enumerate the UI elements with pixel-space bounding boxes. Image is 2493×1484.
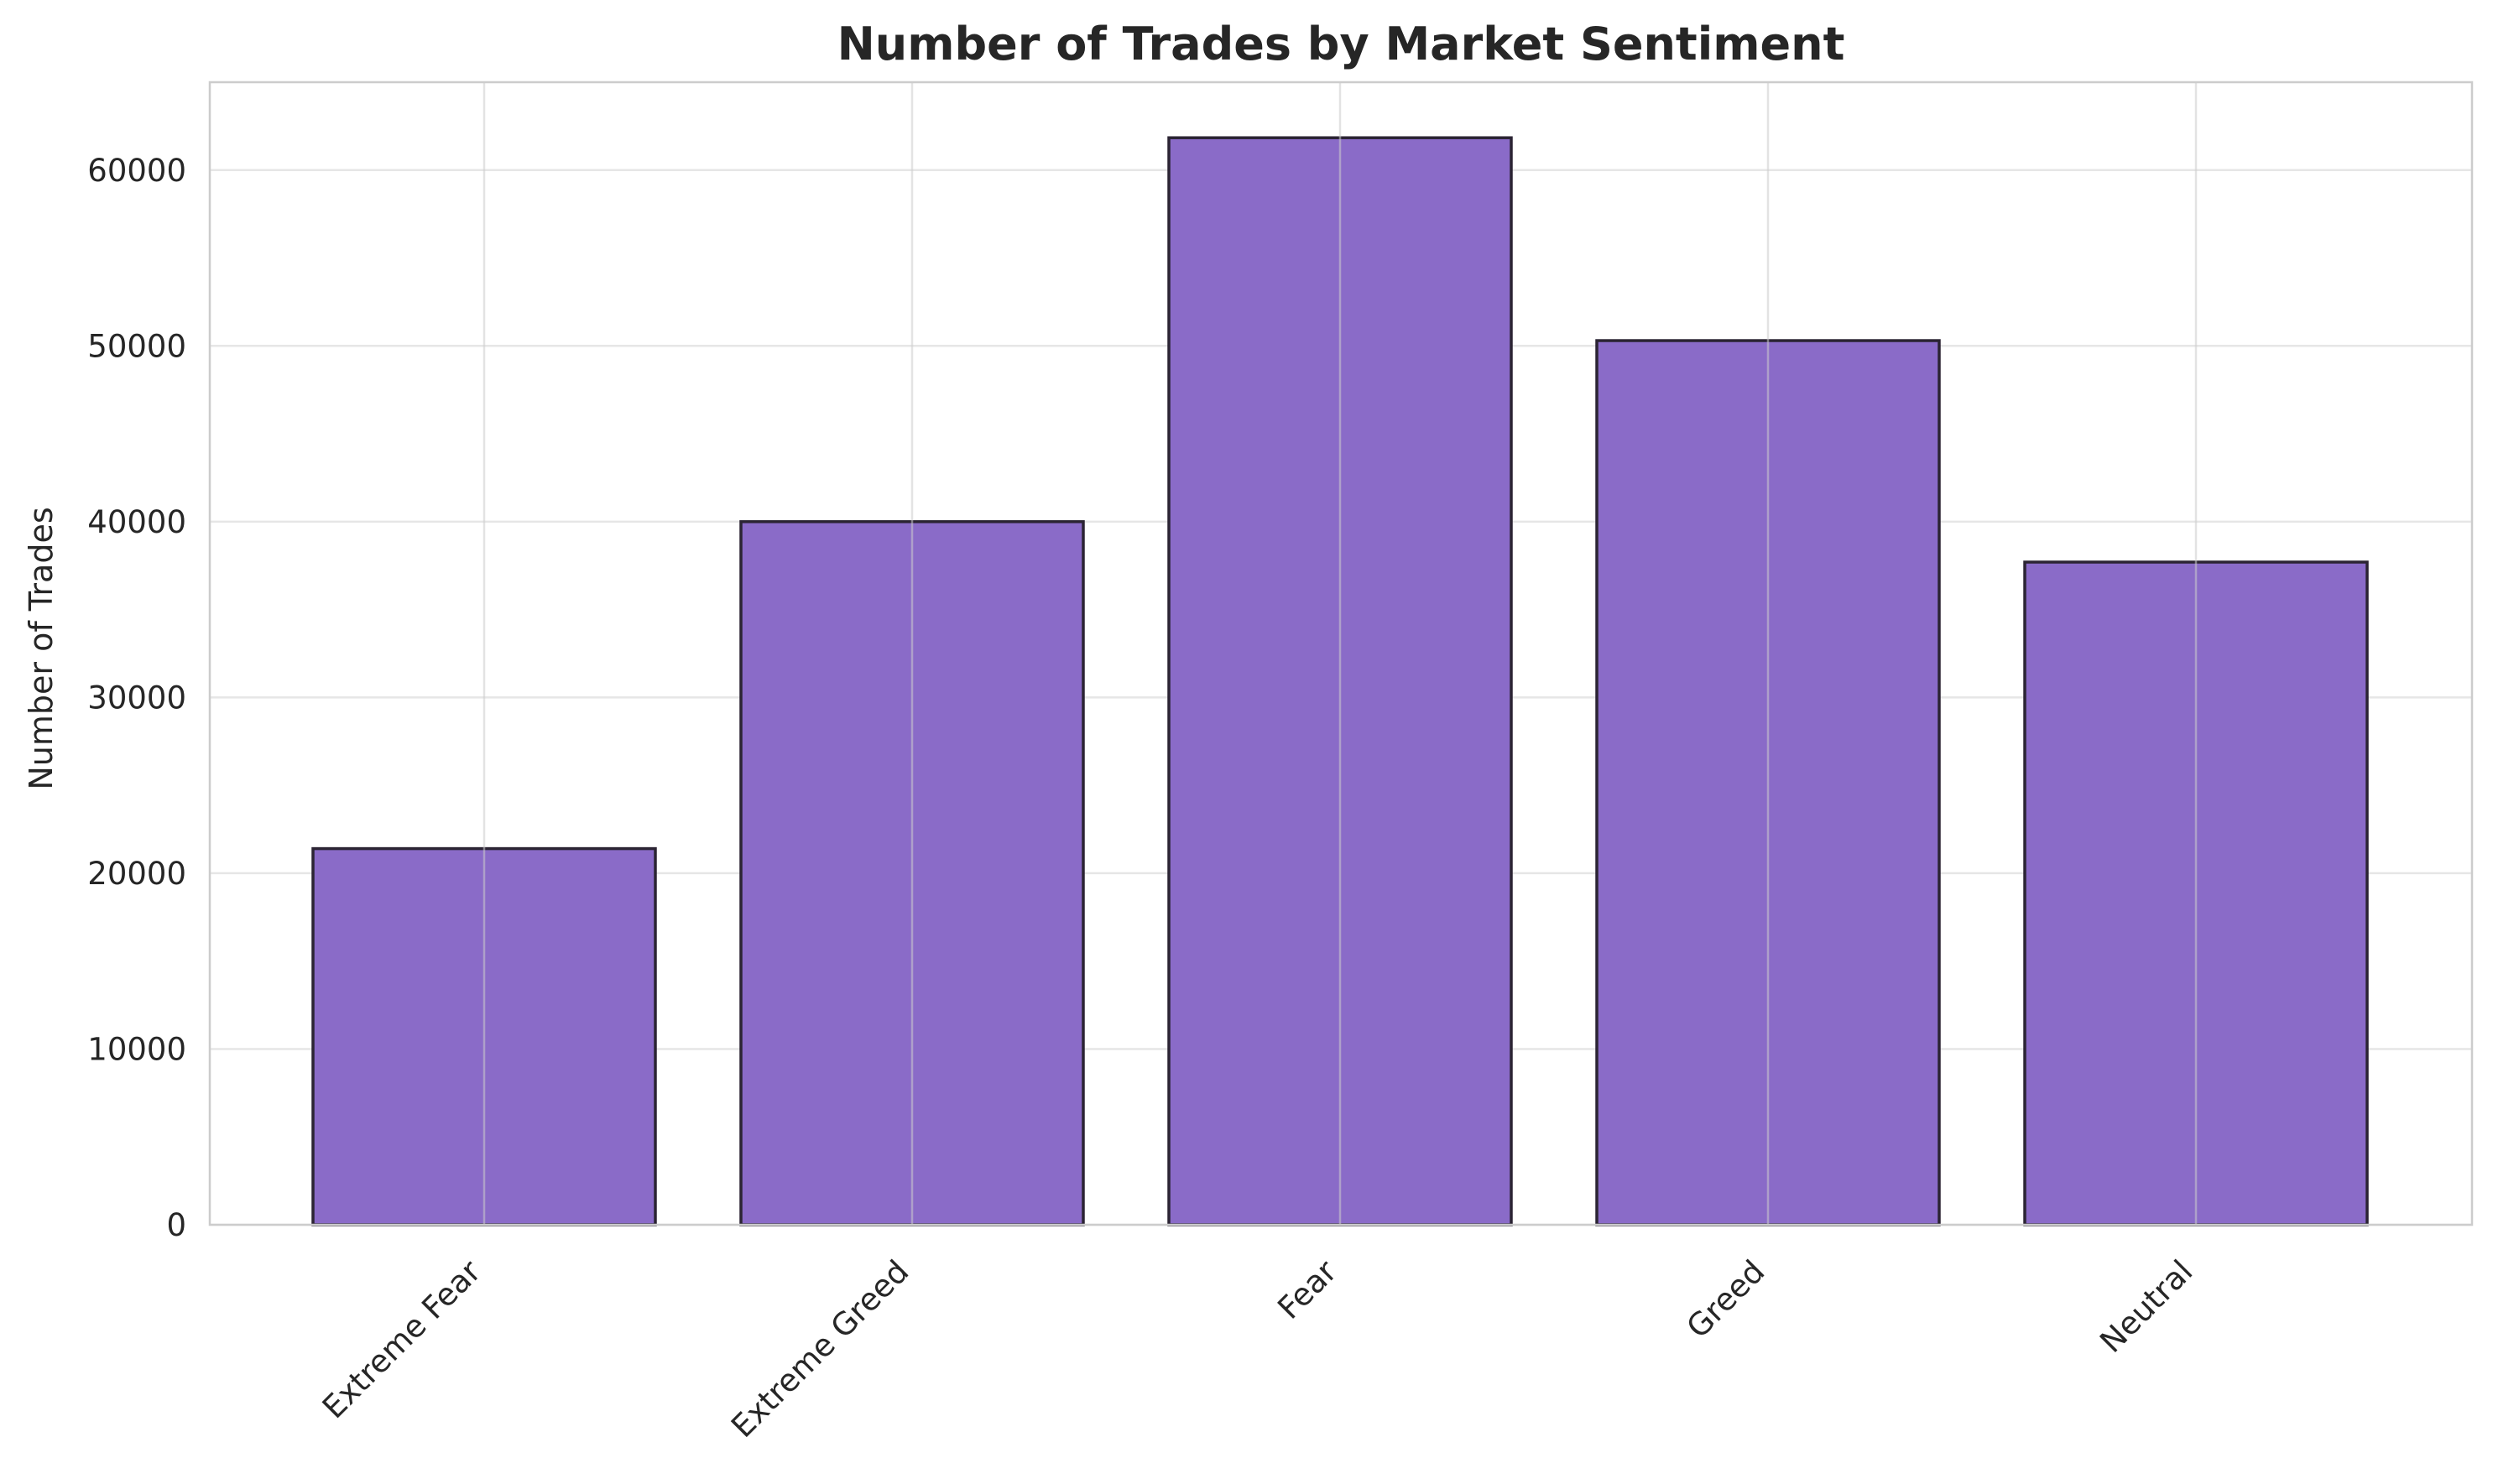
y-tick-label: 60000 xyxy=(87,153,186,189)
y-axis-title: Number of Trades xyxy=(23,507,60,789)
x-tick-labels: Extreme Fear Extreme Greed Fear Greed Neutra… xyxy=(316,1252,2199,1445)
y-tick-label: 0 xyxy=(166,1207,186,1243)
y-tick-label: 40000 xyxy=(87,504,186,540)
y-tick-labels: 0 10000 20000 30000 40000 50000 60000 xyxy=(87,153,186,1243)
y-tick-label: 30000 xyxy=(87,680,186,716)
axes-spines xyxy=(208,81,2474,1226)
x-tick-label: Fear xyxy=(1270,1252,1343,1325)
y-tick-label: 20000 xyxy=(87,856,186,892)
vertical-gridlines xyxy=(482,82,2198,1225)
y-tick-label: 10000 xyxy=(87,1031,186,1067)
x-tick-label: Extreme Greed xyxy=(724,1253,915,1445)
x-tick-label: Greed xyxy=(1680,1253,1772,1346)
y-tick-label: 50000 xyxy=(87,328,186,364)
chart-title: Number of Trades by Market Sentiment xyxy=(837,18,1845,70)
plot-frame xyxy=(208,81,2474,1226)
x-tick-label: Neutral xyxy=(2093,1253,2199,1360)
x-tick-label: Extreme Fear xyxy=(316,1252,488,1425)
